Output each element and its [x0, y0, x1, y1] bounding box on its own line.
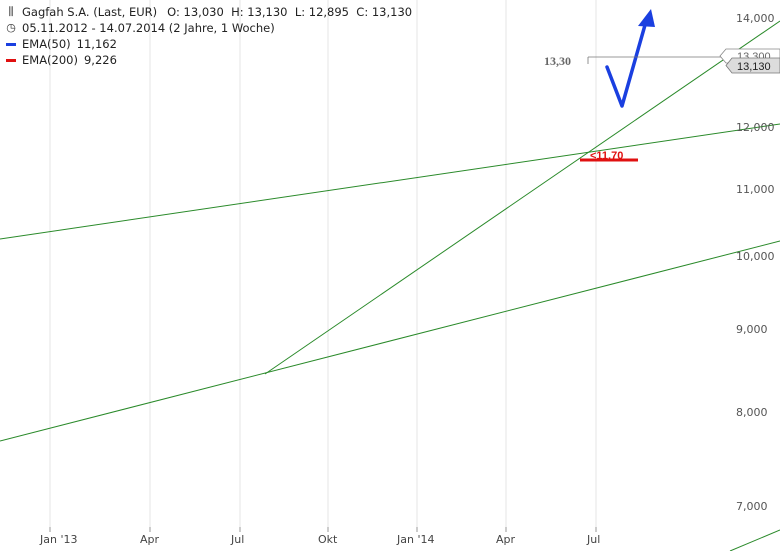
x-tick-label: Jan '13 [39, 533, 77, 546]
y-tick-label: 11,000 [736, 183, 775, 196]
legend-ema50-row: EMA(50) 11,162 [4, 36, 412, 52]
x-tick-label: Apr [140, 533, 160, 546]
trend-line-steep [264, 20, 780, 375]
date-range: 05.11.2012 - 14.07.2014 (2 Jahre, 1 Woch… [22, 21, 275, 35]
trend-line-lower [0, 240, 780, 442]
ema200-swatch [6, 58, 16, 62]
trend-line-upper [0, 123, 780, 240]
legend-title-row: ⫼ Gagfah S.A. (Last, EUR) O: 13,030 H: 1… [4, 4, 412, 20]
ema200-label: EMA(200) [22, 53, 78, 67]
forecast-arrowhead [638, 9, 655, 27]
ema50-value: 11,162 [76, 37, 117, 51]
x-tick-label: Okt [318, 533, 338, 546]
high-label: 13,30 [544, 54, 571, 68]
x-axis: Jan '13 Apr Jul Okt Jan '14 Apr Jul [39, 533, 600, 546]
price-tag-current: 13,130 [725, 57, 780, 74]
chart-legend: ⫼ Gagfah S.A. (Last, EUR) O: 13,030 H: 1… [4, 4, 412, 68]
x-tick-label: Jan '14 [396, 533, 434, 546]
svg-text:13,130: 13,130 [737, 61, 771, 73]
ohlc-values: O: 13,030 H: 13,130 L: 12,895 C: 13,130 [167, 5, 413, 19]
support-label: <11,70 [590, 150, 623, 162]
trend-lines [0, 20, 780, 551]
y-tick-label: 8,000 [736, 406, 768, 419]
y-tick-label: 7,000 [736, 500, 768, 513]
ema50-label: EMA(50) [22, 37, 71, 51]
y-axis: 14,000 12,000 11,000 10,000 9,000 8,000 … [736, 12, 775, 513]
grid-lines [49, 0, 597, 532]
y-tick-label: 12,000 [736, 121, 775, 134]
legend-period-row: ◷ 05.11.2012 - 14.07.2014 (2 Jahre, 1 Wo… [4, 20, 412, 36]
ema50-swatch [6, 42, 16, 46]
forecast-path [605, 16, 649, 108]
y-tick-label: 9,000 [736, 323, 768, 336]
forecast-arrow [605, 9, 655, 108]
y-tick-label: 10,000 [736, 250, 775, 263]
support-marker: <11,70 [580, 150, 638, 162]
x-tick-label: Apr [496, 533, 516, 546]
chart-type-icon: ⫼ [8, 5, 14, 18]
clock-icon: ◷ [6, 21, 16, 34]
instrument-title: Gagfah S.A. (Last, EUR) [22, 5, 158, 19]
legend-ema200-row: EMA(200) 9,226 [4, 52, 412, 68]
trend-line-bottom [729, 529, 780, 551]
ema200-value: 9,226 [83, 53, 117, 67]
x-tick-label: Jul [586, 533, 600, 546]
y-tick-label: 14,000 [736, 12, 775, 25]
x-tick-label: Jul [230, 533, 244, 546]
